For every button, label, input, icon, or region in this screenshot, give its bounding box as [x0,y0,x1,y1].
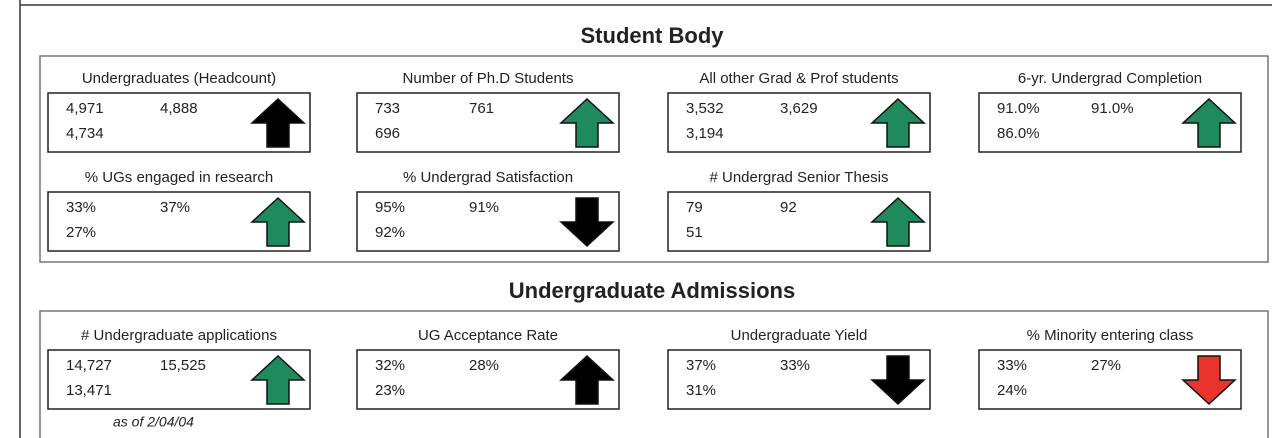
card-label: % Undergrad Satisfaction [403,169,573,186]
value-previous: 24% [997,382,1027,399]
trend-arrow [559,197,615,248]
value-current: 3,532 [686,100,724,117]
trend-arrow [250,97,306,148]
value-previous: 13,471 [66,382,112,399]
card-label: 6-yr. Undergrad Completion [1018,70,1202,87]
trend-arrow [559,97,615,148]
value-previous: 4,734 [66,125,104,142]
section-title: Undergraduate Admissions [509,278,795,303]
card-label: Undergraduates (Headcount) [82,70,276,87]
value-current: 79 [686,199,703,216]
trend-arrow [559,354,615,405]
value-previous: 31% [686,382,716,399]
value-target: 4,888 [160,100,198,117]
value-previous: 696 [375,125,400,142]
value-current: 733 [375,100,400,117]
section-title: Student Body [581,23,725,48]
card-label: Number of Ph.D Students [403,70,574,87]
value-target: 27% [1091,357,1121,374]
card-label: UG Acceptance Rate [418,327,558,344]
value-target: 91.0% [1091,100,1134,117]
trend-arrow [250,196,306,247]
card-label: % Minority entering class [1027,327,1194,344]
section-box [39,310,1269,438]
trend-arrow [1181,355,1237,406]
trend-arrow [1181,97,1237,148]
value-current: 32% [375,357,405,374]
value-current: 33% [997,357,1027,374]
value-current: 14,727 [66,357,112,374]
card-label: % UGs engaged in research [85,169,273,186]
value-previous: 3,194 [686,125,724,142]
value-previous: 23% [375,382,405,399]
value-previous: 51 [686,224,703,241]
value-target: 37% [160,199,190,216]
card-note: as of 2/04/04 [113,414,194,430]
value-target: 15,525 [160,357,206,374]
section-box [39,55,1269,263]
value-current: 33% [66,199,96,216]
value-target: 3,629 [780,100,818,117]
card-label: # Undergraduate applications [81,327,277,344]
value-current: 37% [686,357,716,374]
value-current: 91.0% [997,100,1040,117]
value-previous: 92% [375,224,405,241]
trend-arrow [250,354,306,405]
trend-arrow [870,97,926,148]
value-current: 4,971 [66,100,104,117]
card-label: All other Grad & Prof students [699,70,898,87]
value-target: 92 [780,199,797,216]
value-current: 95% [375,199,405,216]
value-previous: 86.0% [997,125,1040,142]
value-target: 761 [469,100,494,117]
value-target: 28% [469,357,499,374]
value-target: 33% [780,357,810,374]
value-target: 91% [469,199,499,216]
card-label: Undergraduate Yield [731,327,868,344]
trend-arrow [870,355,926,406]
trend-arrow [870,196,926,247]
card-label: # Undergrad Senior Thesis [710,169,889,186]
value-previous: 27% [66,224,96,241]
